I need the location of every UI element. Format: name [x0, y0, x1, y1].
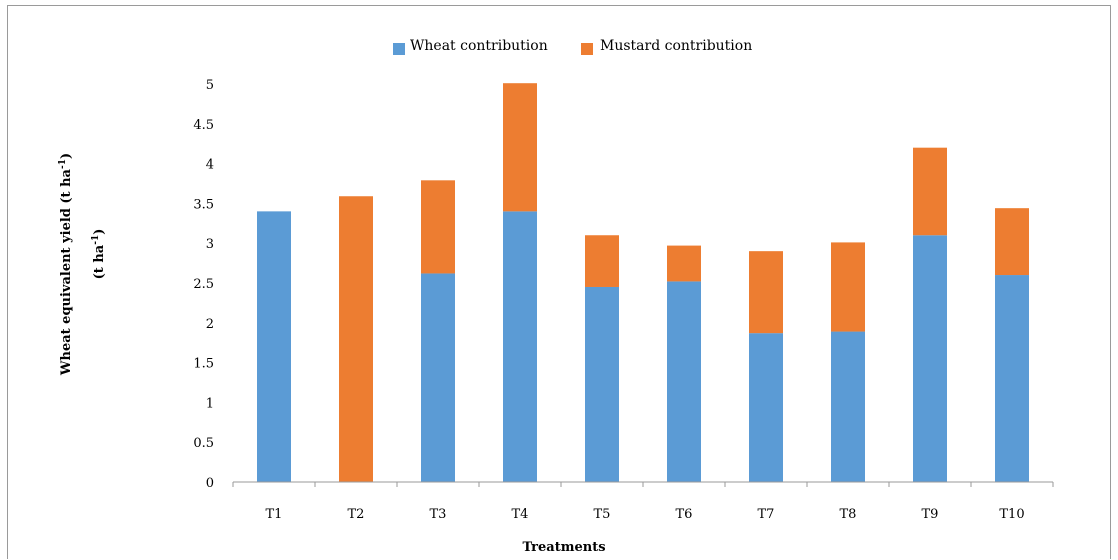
bar-wheat-t3: [421, 273, 455, 482]
y-axis-title: Wheat equivalent yield (t ha-1): [58, 153, 74, 376]
bar-mustard-t3: [421, 180, 455, 274]
y-tick-label: 0.5: [193, 436, 214, 451]
bar-wheat-t6: [667, 281, 701, 482]
y-tick-label: 3: [206, 237, 214, 252]
y-tick-label: 4: [206, 158, 214, 173]
y-axis-title-sup: -1: [58, 159, 68, 169]
y-axis-title-close: ): [59, 153, 74, 159]
y-tick-label: 3.5: [193, 197, 214, 212]
bar-wheat-t4: [503, 211, 537, 483]
y-tick-label: 4.5: [193, 118, 214, 133]
legend: Wheat contribution Mustard contribution: [393, 38, 752, 55]
y-axis-title-line2: (t ha-1): [91, 229, 107, 280]
y-tick-label: 2: [206, 317, 214, 332]
bar-wheat-t7: [749, 333, 783, 482]
y-axis-subtitle: (t ha-1): [91, 229, 107, 280]
y-tick-label: 1: [206, 396, 214, 411]
y-tick-label: 0: [206, 476, 214, 491]
x-tick-label: T2: [348, 507, 365, 522]
bar-mustard-t8: [831, 242, 865, 332]
x-tick-labels: T1 T2 T3 T4 T5 T6 T7 T8 T9 T10: [266, 507, 1025, 522]
x-tick-label: T8: [840, 507, 857, 522]
y-tick-labels: 0 0.5 1 1.5 2 2.5 3 3.5 4 4.5 5: [193, 78, 214, 491]
x-tick-label: T6: [676, 507, 693, 522]
bar-mustard-t5: [585, 235, 619, 287]
legend-label-wheat: Wheat contribution: [410, 38, 548, 54]
bars: [257, 83, 1029, 483]
bar-mustard-t6: [667, 245, 701, 282]
x-tick-label: T5: [594, 507, 611, 522]
bar-mustard-t2: [339, 196, 373, 482]
legend-label-mustard: Mustard contribution: [600, 38, 752, 54]
x-tick-label: T7: [758, 507, 775, 522]
y-axis-unit-close: ): [92, 229, 107, 235]
y-axis-unit-sup: -1: [91, 235, 101, 245]
x-tick-label: T10: [999, 507, 1024, 522]
y-axis-title-text: Wheat equivalent yield (t ha: [59, 168, 74, 376]
bar-wheat-t1: [257, 211, 291, 483]
y-tick-label: 5: [206, 78, 214, 93]
bar-wheat-t9: [913, 235, 947, 482]
bar-wheat-t10: [995, 275, 1029, 482]
y-axis-unit-text: (t ha: [92, 244, 107, 279]
y-tick-label: 2.5: [193, 277, 214, 292]
legend-swatch-mustard: [581, 43, 593, 55]
bar-mustard-t9: [913, 147, 947, 236]
bar-wheat-t8: [831, 331, 865, 482]
y-axis-title-line1: Wheat equivalent yield (t ha-1): [58, 153, 74, 376]
x-tick-label: T4: [512, 507, 529, 522]
bar-mustard-t10: [995, 208, 1029, 276]
y-tick-label: 1.5: [193, 357, 214, 372]
x-axis: [232, 481, 1054, 487]
bar-wheat-t5: [585, 286, 619, 482]
x-tick-label: T1: [266, 507, 283, 522]
x-tick-label: T9: [922, 507, 939, 522]
legend-swatch-wheat: [393, 43, 405, 55]
bar-mustard-t4: [503, 83, 537, 212]
bar-mustard-t7: [749, 251, 783, 334]
chart-svg: Wheat contribution Mustard contribution …: [58, 38, 1054, 555]
x-tick-label: T3: [430, 507, 447, 522]
chart-frame: Wheat contribution Mustard contribution …: [7, 5, 1111, 559]
x-axis-title: Treatments: [522, 540, 605, 555]
